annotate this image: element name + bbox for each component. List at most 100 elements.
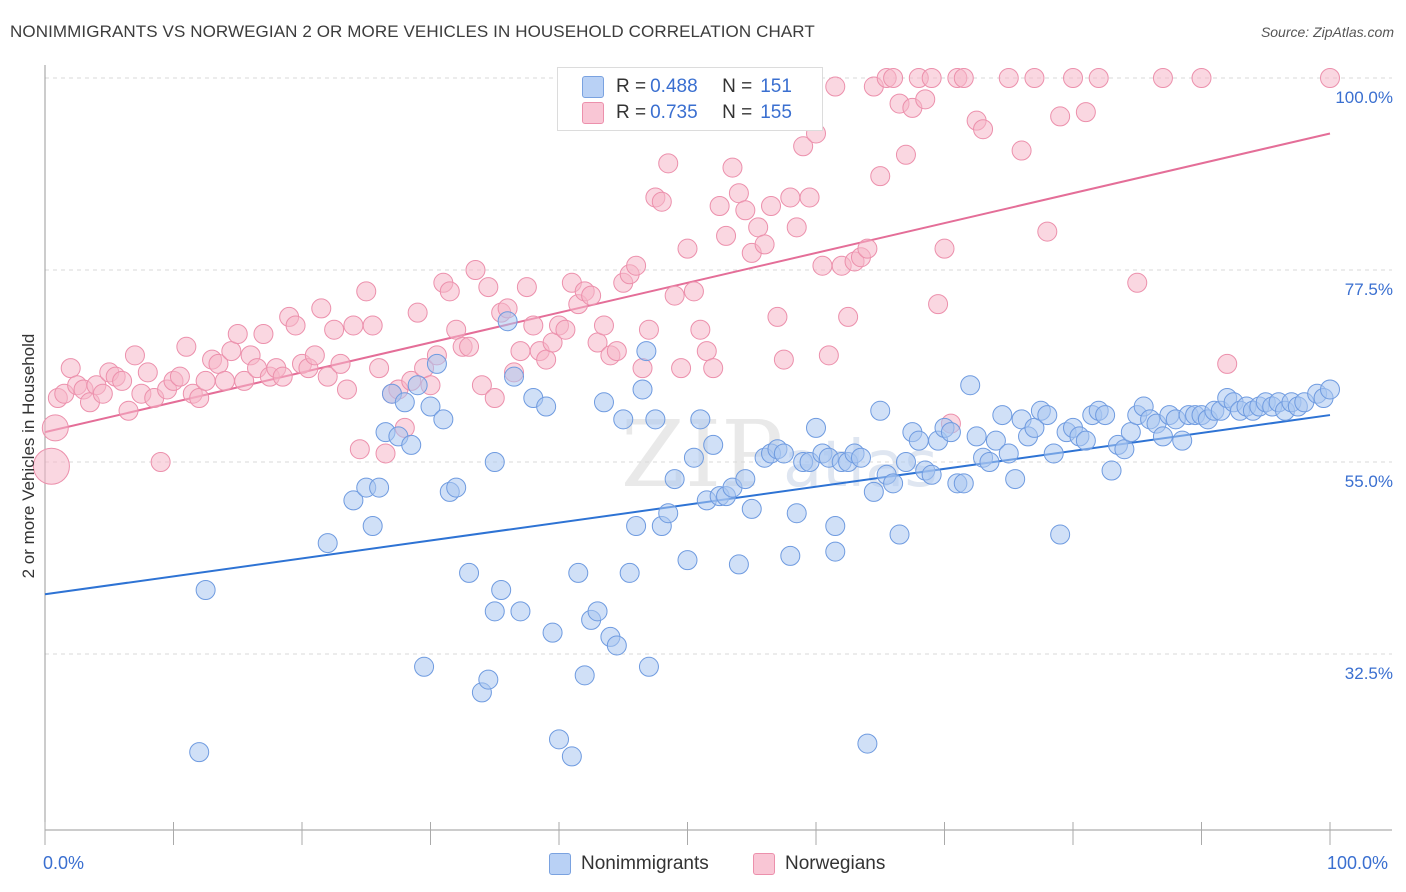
point-nonimmigrants — [1050, 524, 1071, 545]
point-norwegians — [581, 285, 602, 306]
point-nonimmigrants — [433, 409, 454, 430]
point-norwegians — [716, 225, 737, 246]
point-nonimmigrants — [362, 516, 383, 536]
point-norwegians — [825, 76, 846, 97]
point-nonimmigrants — [1101, 460, 1122, 481]
trend-line-norwegians — [44, 132, 1331, 434]
point-norwegians — [638, 319, 659, 340]
point-nonimmigrants — [664, 469, 685, 490]
point-nonimmigrants — [683, 447, 704, 468]
point-norwegians — [285, 315, 306, 336]
legend-n-label: N = — [722, 76, 753, 97]
point-nonimmigrants — [420, 396, 441, 417]
point-norwegians — [150, 452, 171, 472]
correlation-legend: R = 0.488 N = 151 R = 0.735 N = 155 — [557, 67, 823, 131]
axes — [44, 65, 1392, 845]
point-nonimmigrants — [825, 516, 846, 536]
point-nonimmigrants — [645, 409, 666, 430]
point-nonimmigrants — [966, 426, 987, 447]
point-norwegians — [516, 277, 537, 298]
point-norwegians — [703, 358, 724, 379]
point-nonimmigrants — [317, 533, 338, 554]
point-nonimmigrants — [638, 656, 659, 677]
point-norwegians — [356, 281, 377, 302]
point-nonimmigrants — [613, 409, 634, 430]
point-norwegians — [671, 358, 692, 379]
point-nonimmigrants — [703, 434, 724, 455]
y-axis-title: 2 or more Vehicles in Household — [19, 333, 38, 579]
point-norwegians — [195, 370, 216, 391]
point-norwegians — [112, 370, 133, 391]
x-tick-label-min: 0.0% — [43, 853, 85, 873]
point-nonimmigrants — [1043, 443, 1064, 464]
point-nonimmigrants — [478, 669, 499, 690]
point-nonimmigrants — [632, 379, 653, 400]
point-nonimmigrants — [414, 656, 435, 677]
point-norwegians — [1063, 68, 1083, 88]
point-nonimmigrants — [446, 477, 467, 498]
point-nonimmigrants — [895, 452, 916, 472]
point-norwegians — [446, 319, 467, 340]
point-nonimmigrants — [536, 396, 557, 417]
point-norwegians — [465, 260, 486, 280]
point-norwegians — [221, 341, 242, 362]
point-norwegians — [895, 144, 916, 165]
x-tick-label-max: 100.0% — [1327, 853, 1389, 873]
point-norwegians — [1320, 68, 1340, 88]
point-norwegians — [362, 315, 383, 336]
legend-swatch-pink — [582, 102, 604, 124]
point-nonimmigrants — [568, 562, 589, 583]
point-nonimmigrants — [1005, 469, 1026, 490]
point-nonimmigrants — [677, 550, 698, 571]
point-norwegians — [471, 375, 492, 396]
point-norwegians — [478, 277, 499, 298]
point-nonimmigrants — [369, 477, 390, 498]
point-nonimmigrants — [1095, 405, 1116, 426]
point-nonimmigrants — [992, 405, 1013, 426]
point-nonimmigrants — [510, 601, 531, 622]
point-norwegians — [735, 200, 756, 221]
y-tick-label: 55.0% — [1345, 472, 1393, 491]
point-nonimmigrants — [491, 580, 512, 600]
legend-row-nonimmigrants: R = 0.488 N = 151 — [582, 75, 792, 99]
point-norwegians — [683, 281, 704, 302]
point-norwegians — [189, 388, 210, 408]
point-norwegians — [677, 238, 698, 259]
point-norwegians — [1088, 68, 1109, 88]
bottom-legend-label: Norwegians — [785, 853, 886, 874]
point-nonimmigrants — [921, 464, 942, 485]
point-nonimmigrants — [574, 665, 595, 686]
point-nonimmigrants — [1075, 430, 1096, 451]
point-norwegians — [41, 414, 69, 442]
point-norwegians — [786, 217, 807, 238]
chart-title: NONIMMIGRANTS VS NORWEGIAN 2 OR MORE VEH… — [10, 22, 815, 41]
point-norwegians — [664, 285, 685, 306]
point-norwegians — [336, 379, 357, 400]
point-norwegians — [754, 234, 775, 255]
point-nonimmigrants — [658, 503, 679, 524]
point-nonimmigrants — [998, 443, 1019, 464]
point-norwegians — [1024, 68, 1045, 88]
legend-r-label: R = — [616, 76, 647, 97]
point-nonimmigrants — [908, 430, 929, 451]
point-nonimmigrants — [1114, 439, 1135, 460]
point-norwegians — [484, 388, 505, 408]
point-nonimmigrants — [806, 417, 826, 438]
point-nonimmigrants — [459, 562, 480, 583]
point-nonimmigrants — [484, 601, 505, 622]
point-norwegians — [1127, 272, 1148, 293]
point-norwegians — [793, 136, 814, 157]
point-nonimmigrants — [850, 447, 871, 468]
point-nonimmigrants — [394, 392, 415, 413]
point-norwegians — [883, 68, 904, 88]
point-norwegians — [227, 324, 248, 344]
point-norwegians — [555, 319, 576, 340]
point-norwegians — [118, 400, 139, 421]
point-norwegians — [1075, 102, 1096, 123]
point-nonimmigrants — [1037, 405, 1058, 426]
point-nonimmigrants — [1152, 426, 1173, 447]
point-norwegians — [1152, 68, 1173, 88]
point-nonimmigrants — [426, 353, 447, 374]
point-norwegians — [137, 362, 158, 383]
legend-n-value: 151 — [760, 76, 792, 97]
